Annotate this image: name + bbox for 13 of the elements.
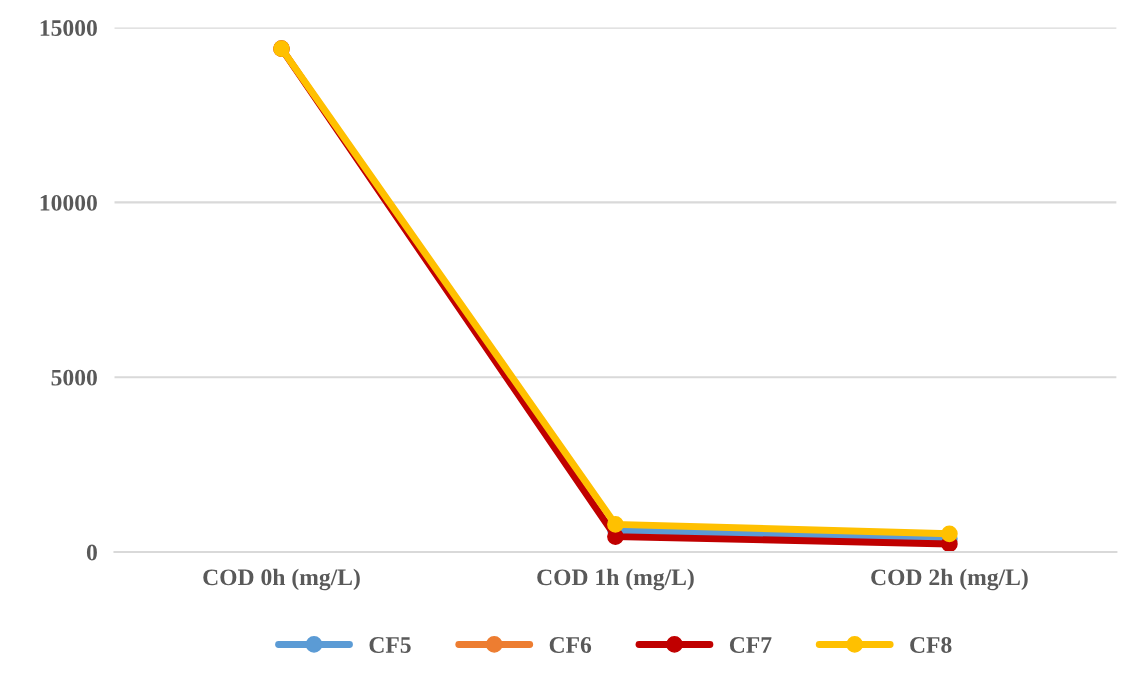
legend-label: CF7 <box>729 637 772 653</box>
x-tick-label: COD 2h (mg/L) <box>871 568 1028 591</box>
x-tick-label: COD 0h (mg/L) <box>203 568 360 591</box>
point <box>607 516 624 533</box>
point <box>941 525 958 543</box>
y-tick-label: 0 <box>86 544 97 561</box>
y-tick-label: 10000 <box>40 194 97 211</box>
y-tick-label: 5000 <box>51 369 97 386</box>
legend-label: CF5 <box>369 637 411 653</box>
legend-label: CF8 <box>910 637 952 653</box>
x-tick-label: COD 1h (mg/L) <box>537 568 694 591</box>
legend-label: CF6 <box>549 637 592 653</box>
y-tick-label: 15000 <box>40 20 97 37</box>
